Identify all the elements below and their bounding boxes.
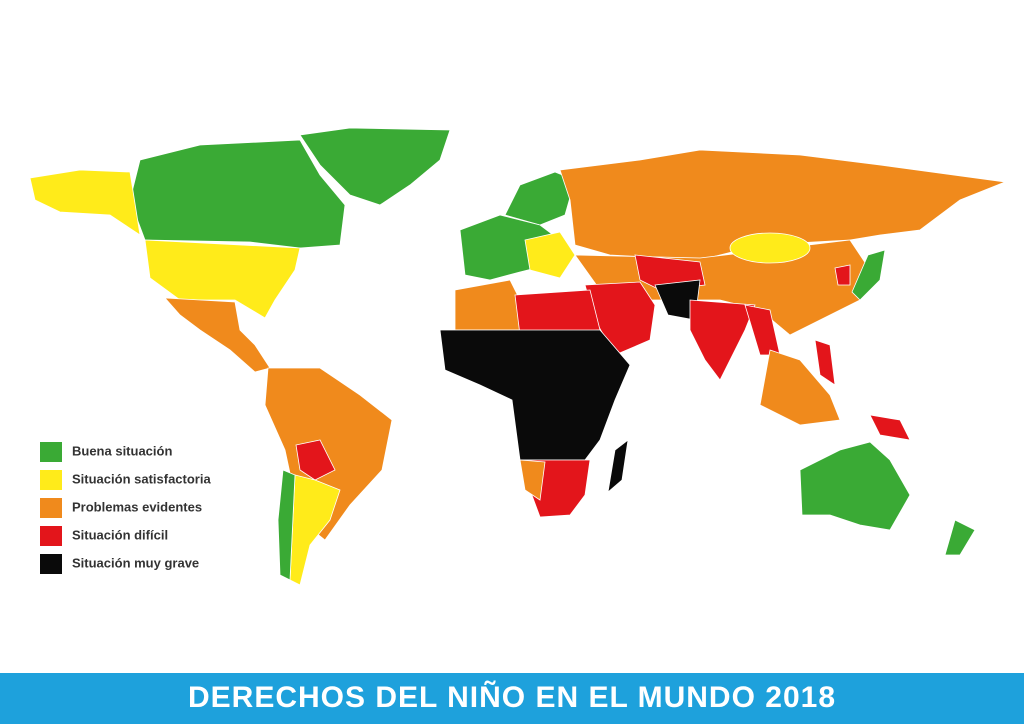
north-korea bbox=[834, 264, 851, 286]
legend-swatch bbox=[40, 526, 62, 546]
india bbox=[689, 299, 756, 381]
legend-swatch bbox=[40, 498, 62, 518]
mexico-central-america bbox=[164, 297, 271, 373]
legend-label: Situación satisfactoria bbox=[72, 471, 211, 486]
mongolia bbox=[729, 232, 811, 264]
namibia bbox=[519, 459, 546, 501]
papua bbox=[869, 414, 911, 441]
argentina bbox=[289, 474, 341, 586]
eastern-europe bbox=[524, 231, 576, 279]
russia bbox=[559, 149, 1007, 261]
philippines bbox=[814, 339, 836, 386]
bolivia bbox=[295, 439, 336, 481]
new-zealand bbox=[944, 519, 976, 556]
legend-swatch bbox=[40, 442, 62, 462]
alaska bbox=[29, 169, 141, 236]
southeast-asia bbox=[759, 349, 841, 426]
greenland bbox=[299, 127, 451, 206]
usa bbox=[144, 239, 301, 319]
north-africa bbox=[454, 279, 521, 331]
sahara bbox=[514, 289, 601, 336]
map-title: DERECHOS DEL NIÑO EN EL MUNDO 2018 bbox=[188, 680, 836, 714]
madagascar bbox=[607, 439, 629, 494]
canada bbox=[129, 139, 346, 249]
title-bar bbox=[0, 673, 1024, 724]
world-map bbox=[29, 127, 1007, 586]
legend-swatch bbox=[40, 554, 62, 574]
sub-saharan-africa bbox=[439, 329, 631, 461]
legend-swatch bbox=[40, 470, 62, 490]
legend-label: Problemas evidentes bbox=[72, 499, 202, 514]
legend-label: Situación muy grave bbox=[72, 555, 199, 570]
japan bbox=[851, 249, 886, 301]
legend-label: Situación difícil bbox=[72, 527, 168, 542]
chile bbox=[277, 469, 296, 581]
australia bbox=[799, 441, 911, 531]
legend-label: Buena situación bbox=[72, 443, 172, 458]
legend: Buena situación Situación satisfactoria Pr… bbox=[40, 442, 211, 574]
